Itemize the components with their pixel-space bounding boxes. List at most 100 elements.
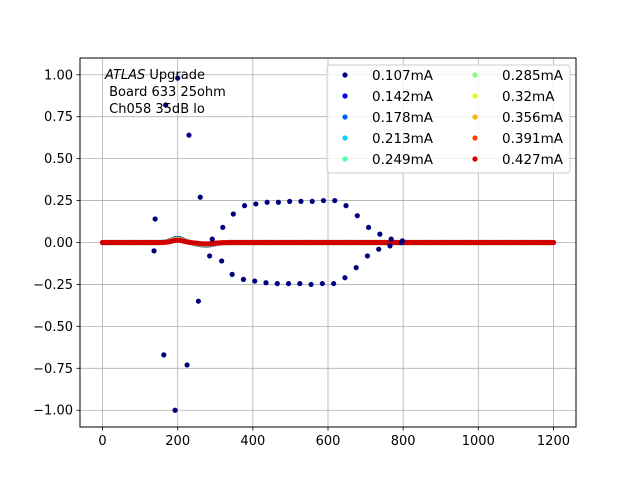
data-points bbox=[151, 75, 405, 413]
x-tick-label: 1200 bbox=[537, 434, 570, 449]
data-point bbox=[151, 248, 157, 254]
annotation: ATLAS Upgrade Board 633 25ohm Ch058 35dB… bbox=[104, 68, 226, 117]
legend-marker bbox=[472, 93, 478, 99]
data-point bbox=[387, 243, 393, 249]
data-point bbox=[354, 213, 360, 219]
data-point bbox=[298, 198, 304, 205]
data-point bbox=[172, 407, 178, 413]
data-point bbox=[343, 203, 349, 209]
legend-item: 0.427mA bbox=[472, 152, 564, 168]
legend-marker bbox=[472, 156, 478, 162]
data-point bbox=[309, 198, 315, 205]
data-point bbox=[175, 75, 181, 81]
legend: 0.107mA 0.142mA 0.178mA 0.213mA 0.249mA 0.285… bbox=[326, 64, 571, 174]
data-point bbox=[287, 198, 293, 205]
data-point bbox=[197, 194, 203, 200]
data-point bbox=[332, 197, 338, 204]
series-0.107mA-points bbox=[151, 75, 405, 413]
legend-marker bbox=[472, 72, 478, 78]
y-axis: −1.00 −0.75 −0.50 −0.25 0.00 0.25 0.50 0.75 1.00 bbox=[33, 68, 80, 419]
x-tick-label: 400 bbox=[240, 434, 265, 449]
y-tick-label: 1.00 bbox=[44, 68, 73, 83]
data-point bbox=[163, 102, 169, 108]
annotation-line-3: Ch058 35dB lo bbox=[105, 102, 205, 117]
legend-item: 0.285mA bbox=[472, 68, 564, 84]
legend-label: 0.142mA bbox=[372, 89, 434, 105]
legend-item: 0.142mA bbox=[342, 89, 434, 105]
legend-label: 0.178mA bbox=[372, 110, 434, 126]
annotation-line-2: Board 633 25ohm bbox=[105, 85, 226, 100]
legend-label: 0.32mA bbox=[502, 89, 555, 105]
data-point bbox=[285, 280, 292, 287]
legend-item: 0.178mA bbox=[342, 110, 434, 126]
legend-marker bbox=[342, 135, 348, 141]
data-point bbox=[240, 276, 247, 282]
legend-label: 0.356mA bbox=[502, 110, 564, 126]
data-point bbox=[209, 236, 215, 242]
legend-label: 0.285mA bbox=[502, 68, 564, 84]
data-point bbox=[229, 271, 235, 277]
data-point bbox=[152, 216, 158, 222]
legend-item: 0.213mA bbox=[342, 131, 434, 147]
x-tick-label: 200 bbox=[165, 434, 190, 449]
baseline-points bbox=[99, 235, 557, 248]
data-point bbox=[219, 258, 225, 264]
data-point bbox=[161, 352, 167, 358]
data-point bbox=[264, 199, 270, 205]
data-point bbox=[399, 238, 405, 244]
data-point bbox=[263, 280, 269, 286]
y-tick-label: −0.25 bbox=[33, 278, 73, 293]
data-point bbox=[331, 280, 337, 287]
legend-label: 0.427mA bbox=[502, 152, 564, 168]
y-tick-label: 0.75 bbox=[44, 110, 73, 125]
y-tick-label: 0.00 bbox=[44, 236, 73, 251]
data-point bbox=[274, 280, 280, 287]
legend-marker bbox=[342, 93, 348, 99]
data-point bbox=[230, 211, 236, 217]
annotation-line-1: ATLAS Upgrade bbox=[104, 68, 205, 83]
data-point bbox=[319, 280, 325, 287]
data-point bbox=[241, 203, 248, 209]
legend-marker bbox=[472, 114, 478, 120]
y-tick-label: 0.50 bbox=[44, 152, 73, 167]
x-tick-label: 800 bbox=[391, 434, 416, 449]
data-point bbox=[195, 298, 201, 304]
data-point bbox=[353, 265, 359, 271]
data-point bbox=[320, 197, 327, 204]
data-point bbox=[253, 201, 259, 207]
data-point bbox=[376, 246, 382, 252]
series-0.427mA-baseline bbox=[99, 237, 557, 247]
data-point bbox=[252, 278, 258, 284]
legend-marker bbox=[342, 72, 348, 78]
x-tick-label: 0 bbox=[98, 434, 106, 449]
legend-item: 0.249mA bbox=[342, 152, 434, 168]
y-tick-label: −0.50 bbox=[33, 320, 73, 335]
legend-marker bbox=[472, 135, 478, 141]
data-point bbox=[186, 132, 192, 138]
legend-item: 0.391mA bbox=[472, 131, 564, 147]
data-point bbox=[308, 281, 314, 288]
data-point bbox=[275, 199, 281, 205]
data-point bbox=[377, 231, 383, 237]
data-point bbox=[297, 280, 303, 287]
x-tick-label: 600 bbox=[316, 434, 341, 449]
legend-item: 0.107mA bbox=[342, 68, 434, 84]
legend-label: 0.249mA bbox=[372, 152, 434, 168]
data-point bbox=[388, 236, 394, 242]
y-tick-label: −1.00 bbox=[33, 404, 73, 419]
legend-item: 0.32mA bbox=[472, 89, 555, 105]
data-point bbox=[365, 224, 372, 231]
data-point bbox=[207, 253, 213, 259]
y-tick-label: −0.75 bbox=[33, 362, 73, 377]
data-point bbox=[220, 224, 226, 231]
legend-label: 0.213mA bbox=[372, 131, 434, 147]
data-point bbox=[342, 275, 348, 281]
legend-box bbox=[326, 64, 571, 174]
legend-label: 0.107mA bbox=[372, 68, 434, 84]
x-tick-label: 1000 bbox=[462, 434, 495, 449]
legend-label: 0.391mA bbox=[502, 131, 564, 147]
y-tick-label: 0.25 bbox=[44, 194, 73, 209]
data-point bbox=[364, 253, 371, 259]
data-point bbox=[550, 239, 557, 246]
